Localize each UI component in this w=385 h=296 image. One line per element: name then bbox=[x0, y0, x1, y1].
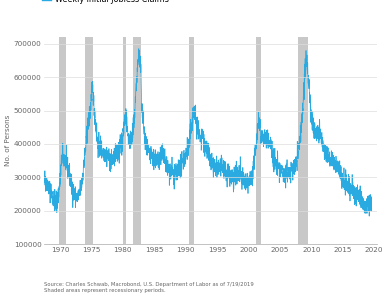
Bar bbox=[123, 37, 127, 244]
Y-axis label: No. of Persons: No. of Persons bbox=[5, 115, 11, 166]
Bar bbox=[256, 37, 261, 244]
Legend: Weekly Initial Jobless Claims: Weekly Initial Jobless Claims bbox=[42, 0, 168, 4]
Bar bbox=[133, 37, 141, 244]
Bar bbox=[298, 37, 308, 244]
Bar bbox=[59, 37, 66, 244]
Text: Source: Charles Schwab, Macrobond, U.S. Department of Labor as of 7/19/2019
Shad: Source: Charles Schwab, Macrobond, U.S. … bbox=[44, 282, 254, 293]
Bar bbox=[85, 37, 93, 244]
Bar bbox=[189, 37, 194, 244]
